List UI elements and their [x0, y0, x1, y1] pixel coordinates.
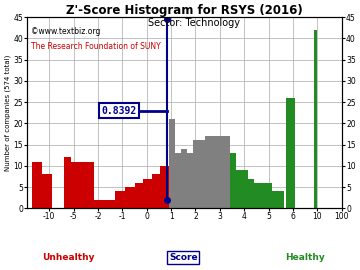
Bar: [160, 166, 169, 208]
Bar: [260, 183, 266, 208]
Bar: [181, 149, 187, 208]
Text: Sector: Technology: Sector: Technology: [148, 18, 240, 28]
Bar: [285, 98, 295, 208]
Bar: [94, 200, 98, 208]
Bar: [64, 157, 71, 208]
Bar: [135, 183, 143, 208]
Bar: [86, 162, 94, 208]
Bar: [42, 174, 52, 208]
Bar: [217, 136, 224, 208]
Bar: [242, 170, 248, 208]
Bar: [152, 174, 160, 208]
Title: Z'-Score Histogram for RSYS (2016): Z'-Score Histogram for RSYS (2016): [66, 4, 303, 17]
Bar: [143, 178, 152, 208]
Y-axis label: Number of companies (574 total): Number of companies (574 total): [4, 55, 11, 171]
Bar: [236, 170, 242, 208]
Bar: [205, 136, 211, 208]
Bar: [266, 183, 272, 208]
Bar: [78, 162, 86, 208]
Bar: [278, 191, 284, 208]
Bar: [272, 191, 278, 208]
Bar: [248, 178, 254, 208]
Bar: [71, 162, 78, 208]
Text: The Research Foundation of SUNY: The Research Foundation of SUNY: [31, 42, 160, 51]
Bar: [314, 30, 318, 208]
Bar: [224, 136, 230, 208]
Text: Healthy: Healthy: [285, 253, 325, 262]
Bar: [187, 153, 193, 208]
Bar: [193, 140, 199, 208]
Text: ©www.textbiz.org: ©www.textbiz.org: [31, 27, 100, 36]
Bar: [169, 119, 175, 208]
Bar: [32, 162, 42, 208]
Bar: [115, 191, 125, 208]
Text: Score: Score: [169, 253, 198, 262]
Bar: [125, 187, 135, 208]
Text: 0.8392: 0.8392: [102, 106, 137, 116]
Bar: [105, 200, 115, 208]
Bar: [211, 136, 217, 208]
Bar: [254, 183, 260, 208]
Bar: [98, 200, 105, 208]
Bar: [175, 153, 181, 208]
Bar: [230, 153, 236, 208]
Text: Unhealthy: Unhealthy: [42, 253, 95, 262]
Bar: [199, 140, 205, 208]
